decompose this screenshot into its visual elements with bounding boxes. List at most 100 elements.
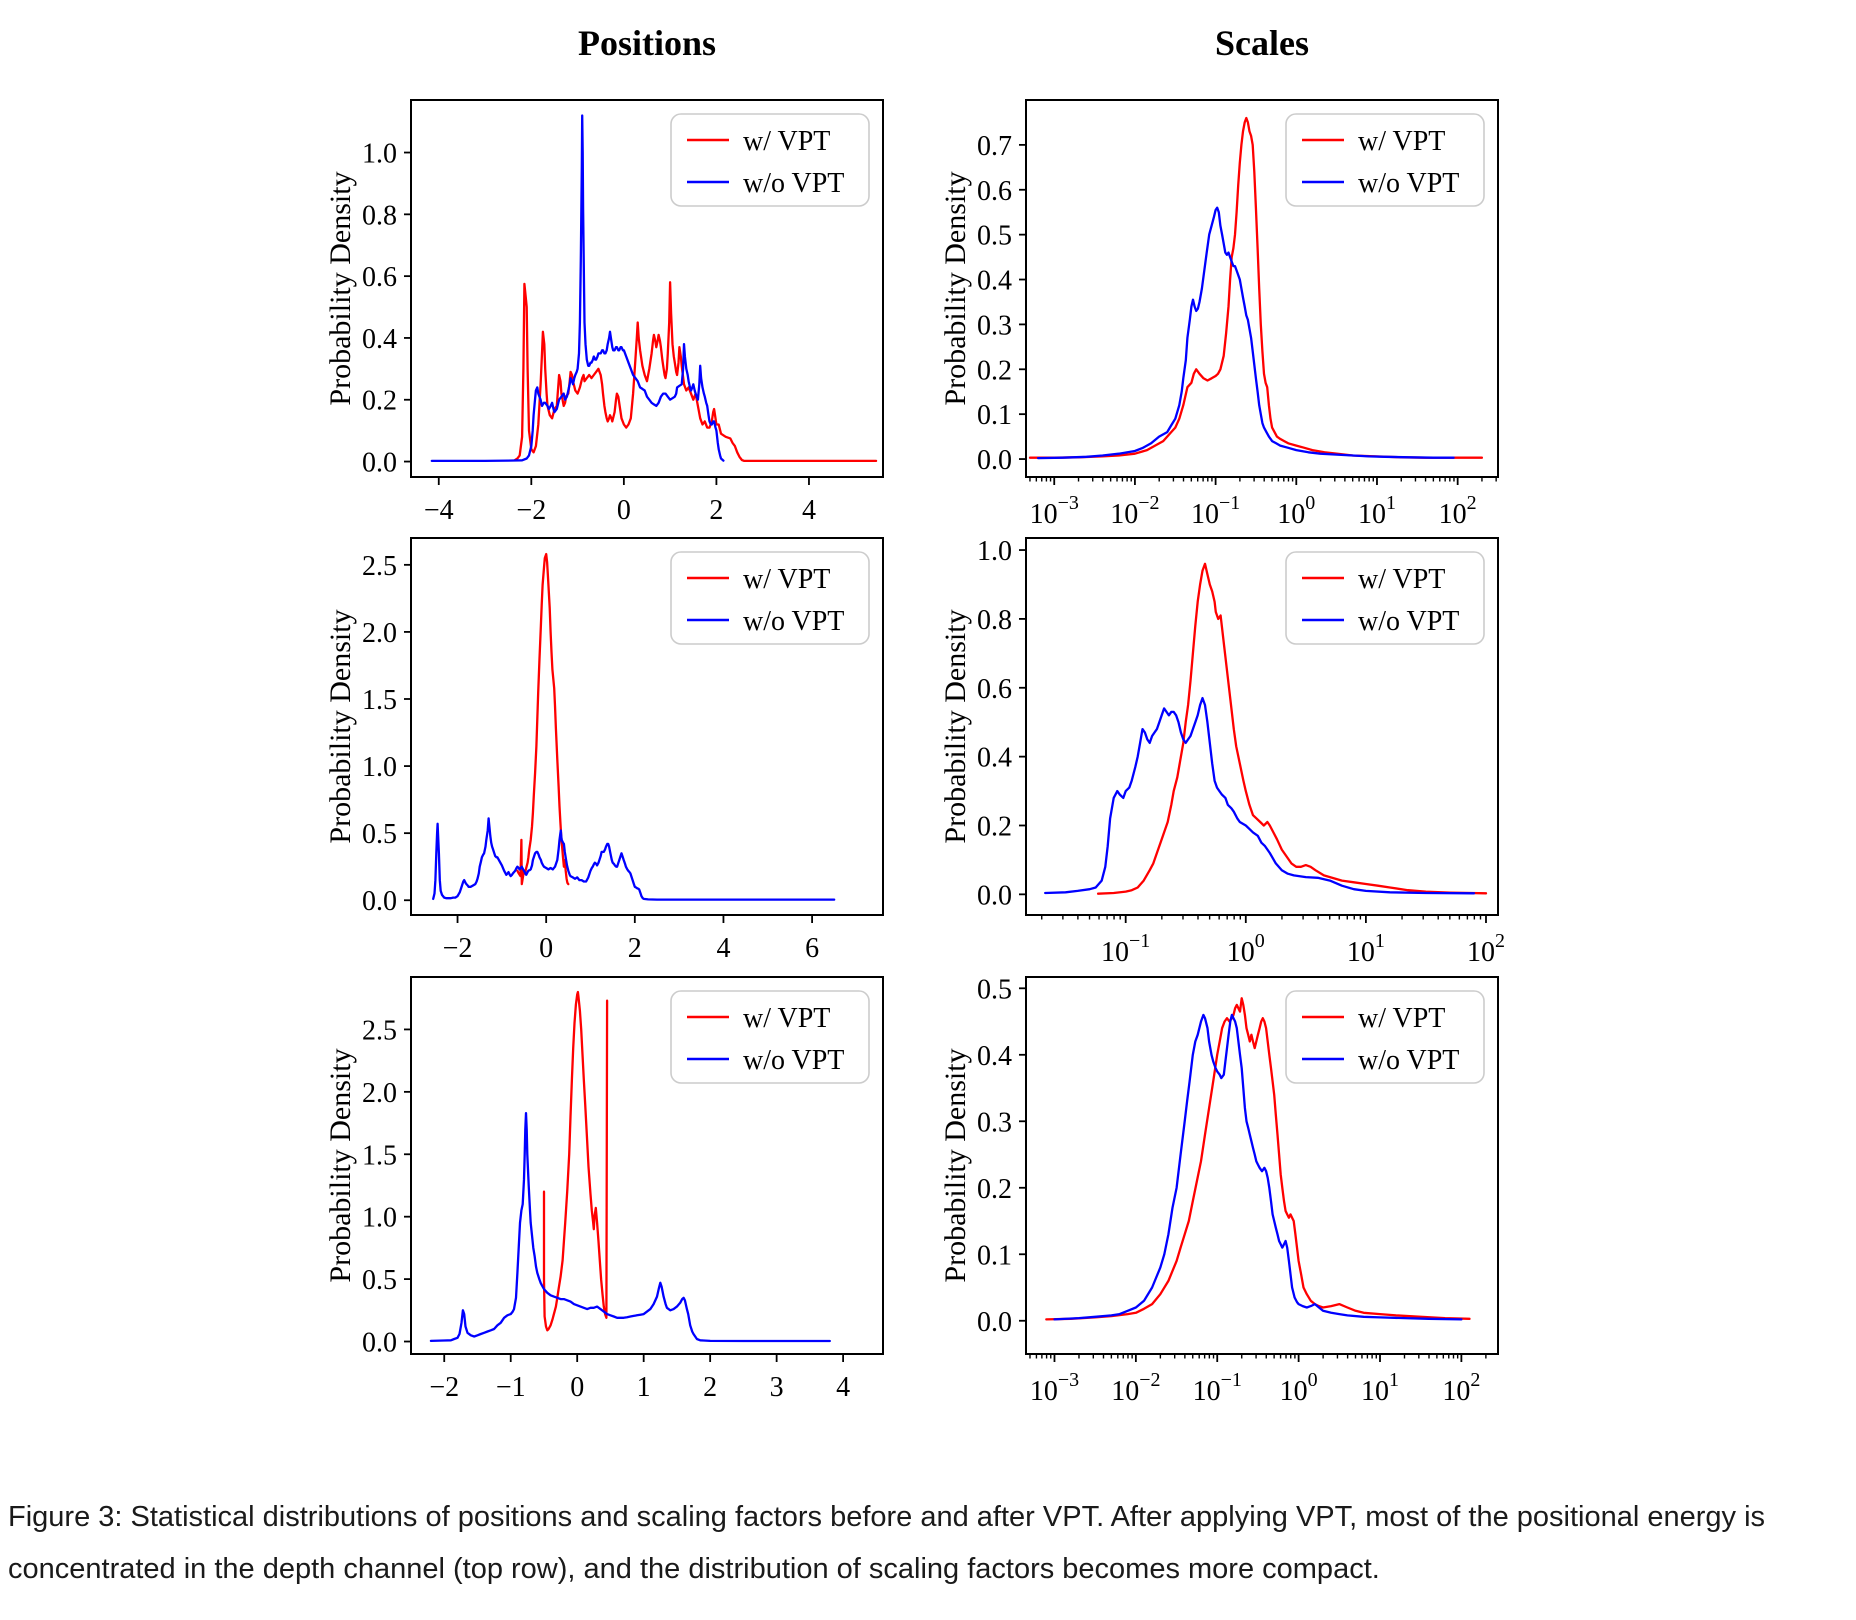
svg-text:Probability Density: Probability Density bbox=[939, 171, 972, 405]
column-title-scales: Scales bbox=[1215, 23, 1309, 63]
svg-text:−2: −2 bbox=[429, 1372, 459, 1403]
svg-text:0.6: 0.6 bbox=[977, 176, 1012, 207]
svg-text:0.5: 0.5 bbox=[977, 974, 1012, 1005]
svg-text:0.2: 0.2 bbox=[977, 811, 1012, 842]
subplot-positions-row3: 0.0 0.5 1.0 1.5 2.0 2.5 −2 −1 0 1 2 3 4 w/ VPT w/o VPT… bbox=[261, 967, 921, 1417]
svg-text:Probability Density: Probability Density bbox=[324, 1048, 357, 1282]
svg-text:w/o VPT: w/o VPT bbox=[743, 168, 844, 199]
svg-text:2.5: 2.5 bbox=[362, 551, 397, 582]
chart-canvas-scales-3: 0.0 0.1 0.2 0.3 0.4 0.5 10−3 10−2 10−1 100 101 102 w… bbox=[939, 974, 1499, 1407]
chart-canvas-positions-1: 0.0 0.2 0.4 0.6 0.8 1.0 −4 −2 0 2 4 w/ VPT w/o VPT Pr… bbox=[324, 99, 884, 526]
svg-text:0.6: 0.6 bbox=[977, 674, 1012, 705]
svg-text:4: 4 bbox=[802, 495, 816, 526]
svg-text:0.8: 0.8 bbox=[362, 200, 397, 231]
svg-text:10−1: 10−1 bbox=[1191, 492, 1240, 530]
svg-text:w/ VPT: w/ VPT bbox=[743, 1003, 830, 1034]
svg-text:0.2: 0.2 bbox=[977, 1174, 1012, 1205]
svg-text:102: 102 bbox=[1439, 492, 1477, 530]
svg-text:101: 101 bbox=[1347, 930, 1385, 968]
subplot-positions-row1: 0.0 0.2 0.4 0.6 0.8 1.0 −4 −2 0 2 4 w/ VPT w/o VPT Pr… bbox=[261, 90, 921, 540]
svg-text:0.7: 0.7 bbox=[977, 131, 1012, 162]
svg-text:w/o VPT: w/o VPT bbox=[743, 1045, 844, 1076]
svg-text:0.0: 0.0 bbox=[362, 886, 397, 917]
svg-text:0.0: 0.0 bbox=[362, 1328, 397, 1359]
chart-canvas-positions-3: 0.0 0.5 1.0 1.5 2.0 2.5 −2 −1 0 1 2 3 4 w/ VPT w/o VPT… bbox=[324, 976, 884, 1403]
svg-text:0.1: 0.1 bbox=[977, 1240, 1012, 1271]
svg-text:2.0: 2.0 bbox=[362, 1078, 397, 1109]
svg-text:2: 2 bbox=[709, 495, 723, 526]
svg-text:0.3: 0.3 bbox=[977, 1107, 1012, 1138]
svg-text:w/o VPT: w/o VPT bbox=[743, 606, 844, 637]
svg-text:1.0: 1.0 bbox=[362, 1203, 397, 1234]
svg-text:0.2: 0.2 bbox=[362, 386, 397, 417]
svg-text:1.0: 1.0 bbox=[362, 139, 397, 170]
svg-text:0.4: 0.4 bbox=[977, 1041, 1012, 1072]
column-title-positions: Positions bbox=[577, 23, 717, 63]
svg-text:10−1: 10−1 bbox=[1101, 930, 1150, 968]
svg-text:−1: −1 bbox=[496, 1372, 526, 1403]
svg-text:1.0: 1.0 bbox=[977, 536, 1012, 567]
svg-text:10−3: 10−3 bbox=[1030, 492, 1079, 530]
svg-text:−4: −4 bbox=[424, 495, 454, 526]
svg-text:Probability Density: Probability Density bbox=[939, 609, 972, 843]
svg-text:−2: −2 bbox=[443, 933, 473, 964]
svg-text:1.0: 1.0 bbox=[362, 752, 397, 783]
svg-text:0.4: 0.4 bbox=[362, 324, 397, 355]
svg-text:w/ VPT: w/ VPT bbox=[743, 126, 830, 157]
svg-text:6: 6 bbox=[805, 933, 819, 964]
subplot-scales-row1: 0.0 0.1 0.2 0.3 0.4 0.5 0.6 0.7 10−3 10−2 10−1 100 1… bbox=[876, 90, 1536, 540]
svg-text:100: 100 bbox=[1280, 1369, 1318, 1407]
svg-text:0.0: 0.0 bbox=[977, 880, 1012, 911]
svg-text:10−3: 10−3 bbox=[1030, 1369, 1079, 1407]
svg-text:Probability Density: Probability Density bbox=[939, 1048, 972, 1282]
svg-text:3: 3 bbox=[770, 1372, 784, 1403]
svg-text:w/ VPT: w/ VPT bbox=[1358, 126, 1445, 157]
chart-canvas-scales-1: 0.0 0.1 0.2 0.3 0.4 0.5 0.6 0.7 10−3 10−2 10−1 100 1… bbox=[939, 99, 1499, 530]
svg-text:w/ VPT: w/ VPT bbox=[1358, 564, 1445, 595]
svg-text:Probability Density: Probability Density bbox=[324, 609, 357, 843]
svg-text:100: 100 bbox=[1227, 930, 1265, 968]
svg-text:102: 102 bbox=[1442, 1369, 1480, 1407]
svg-text:4: 4 bbox=[836, 1372, 850, 1403]
svg-text:1: 1 bbox=[637, 1372, 651, 1403]
svg-text:0.5: 0.5 bbox=[977, 221, 1012, 252]
svg-text:102: 102 bbox=[1467, 930, 1505, 968]
svg-text:10−1: 10−1 bbox=[1193, 1369, 1242, 1407]
svg-text:0.6: 0.6 bbox=[362, 262, 397, 293]
svg-text:0.8: 0.8 bbox=[977, 605, 1012, 636]
svg-text:Probability Density: Probability Density bbox=[324, 171, 357, 405]
subplot-scales-row2: 0.0 0.2 0.4 0.6 0.8 1.0 10−1 100 101 102 w/ VPT w/o… bbox=[876, 528, 1536, 978]
svg-text:0: 0 bbox=[570, 1372, 584, 1403]
svg-text:w/ VPT: w/ VPT bbox=[1358, 1003, 1445, 1034]
svg-text:0: 0 bbox=[617, 495, 631, 526]
svg-text:2.5: 2.5 bbox=[362, 1015, 397, 1046]
svg-text:0.4: 0.4 bbox=[977, 743, 1012, 774]
svg-text:0.0: 0.0 bbox=[977, 1307, 1012, 1338]
figure-caption: Figure 3: Statistical distributions of p… bbox=[8, 1501, 1766, 1585]
svg-text:−2: −2 bbox=[516, 495, 546, 526]
svg-text:100: 100 bbox=[1277, 492, 1315, 530]
svg-text:w/ VPT: w/ VPT bbox=[743, 564, 830, 595]
chart-canvas-scales-2: 0.0 0.2 0.4 0.6 0.8 1.0 10−1 100 101 102 w/ VPT w/o… bbox=[939, 536, 1505, 968]
svg-text:101: 101 bbox=[1361, 1369, 1399, 1407]
svg-text:0: 0 bbox=[539, 933, 553, 964]
svg-text:10−2: 10−2 bbox=[1110, 492, 1159, 530]
svg-text:10−2: 10−2 bbox=[1111, 1369, 1160, 1407]
svg-text:0.0: 0.0 bbox=[977, 445, 1012, 476]
chart-canvas-positions-2: 0.0 0.5 1.0 1.5 2.0 2.5 −2 0 2 4 6 w/ VPT w/o VPT Pro… bbox=[324, 537, 884, 964]
svg-text:1.5: 1.5 bbox=[362, 685, 397, 716]
svg-text:2: 2 bbox=[703, 1372, 717, 1403]
svg-text:1.5: 1.5 bbox=[362, 1140, 397, 1171]
svg-text:0.1: 0.1 bbox=[977, 400, 1012, 431]
svg-text:0.5: 0.5 bbox=[362, 819, 397, 850]
svg-text:0.2: 0.2 bbox=[977, 355, 1012, 386]
svg-text:0.4: 0.4 bbox=[977, 266, 1012, 297]
svg-text:2.0: 2.0 bbox=[362, 618, 397, 649]
svg-text:w/o VPT: w/o VPT bbox=[1358, 606, 1459, 637]
svg-text:2: 2 bbox=[628, 933, 642, 964]
svg-text:0.3: 0.3 bbox=[977, 310, 1012, 341]
svg-text:w/o VPT: w/o VPT bbox=[1358, 168, 1459, 199]
svg-text:0.5: 0.5 bbox=[362, 1265, 397, 1296]
svg-text:w/o VPT: w/o VPT bbox=[1358, 1045, 1459, 1076]
